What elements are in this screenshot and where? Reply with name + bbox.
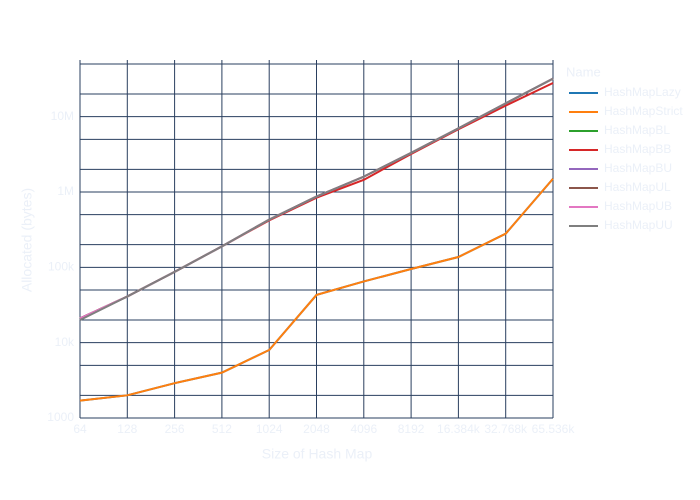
x-tick-label: 8192: [398, 422, 425, 436]
legend-label: HashMapStrict: [604, 104, 683, 118]
y-axis-title: Allocated (bytes): [19, 188, 35, 292]
x-tick-label: 16.384k: [437, 422, 481, 436]
x-tick-label: 2048: [303, 422, 330, 436]
legend-label: HashMapUL: [604, 180, 671, 194]
x-tick-label: 4096: [350, 422, 377, 436]
legend-label: HashMapUU: [604, 218, 673, 232]
y-tick-label: 1000: [47, 410, 74, 424]
y-tick-label: 10M: [51, 109, 74, 123]
line: [79, 77, 554, 321]
legend-label: HashMapLazy: [604, 85, 681, 99]
x-tick-label: 64: [73, 422, 87, 436]
x-tick-label: 256: [165, 422, 185, 436]
legend-title: Name: [566, 64, 601, 79]
legend-label: HashMapBL: [604, 123, 670, 137]
y-tick-label: 1M: [57, 184, 74, 198]
x-tick-label: 1024: [256, 422, 283, 436]
x-tick-label: 128: [117, 422, 137, 436]
x-tick-label: 512: [212, 422, 232, 436]
legend-label: HashMapBB: [604, 142, 671, 156]
x-tick-label: 65.536k: [532, 422, 576, 436]
legend-label: HashMapUB: [604, 199, 672, 213]
legend-label: HashMapBU: [604, 161, 672, 175]
line: [79, 178, 554, 402]
y-tick-label: 10k: [55, 335, 75, 349]
y-tick-label: 100k: [48, 260, 75, 274]
x-axis-title: Size of Hash Map: [262, 446, 373, 462]
x-tick-label: 32.768k: [484, 422, 528, 436]
